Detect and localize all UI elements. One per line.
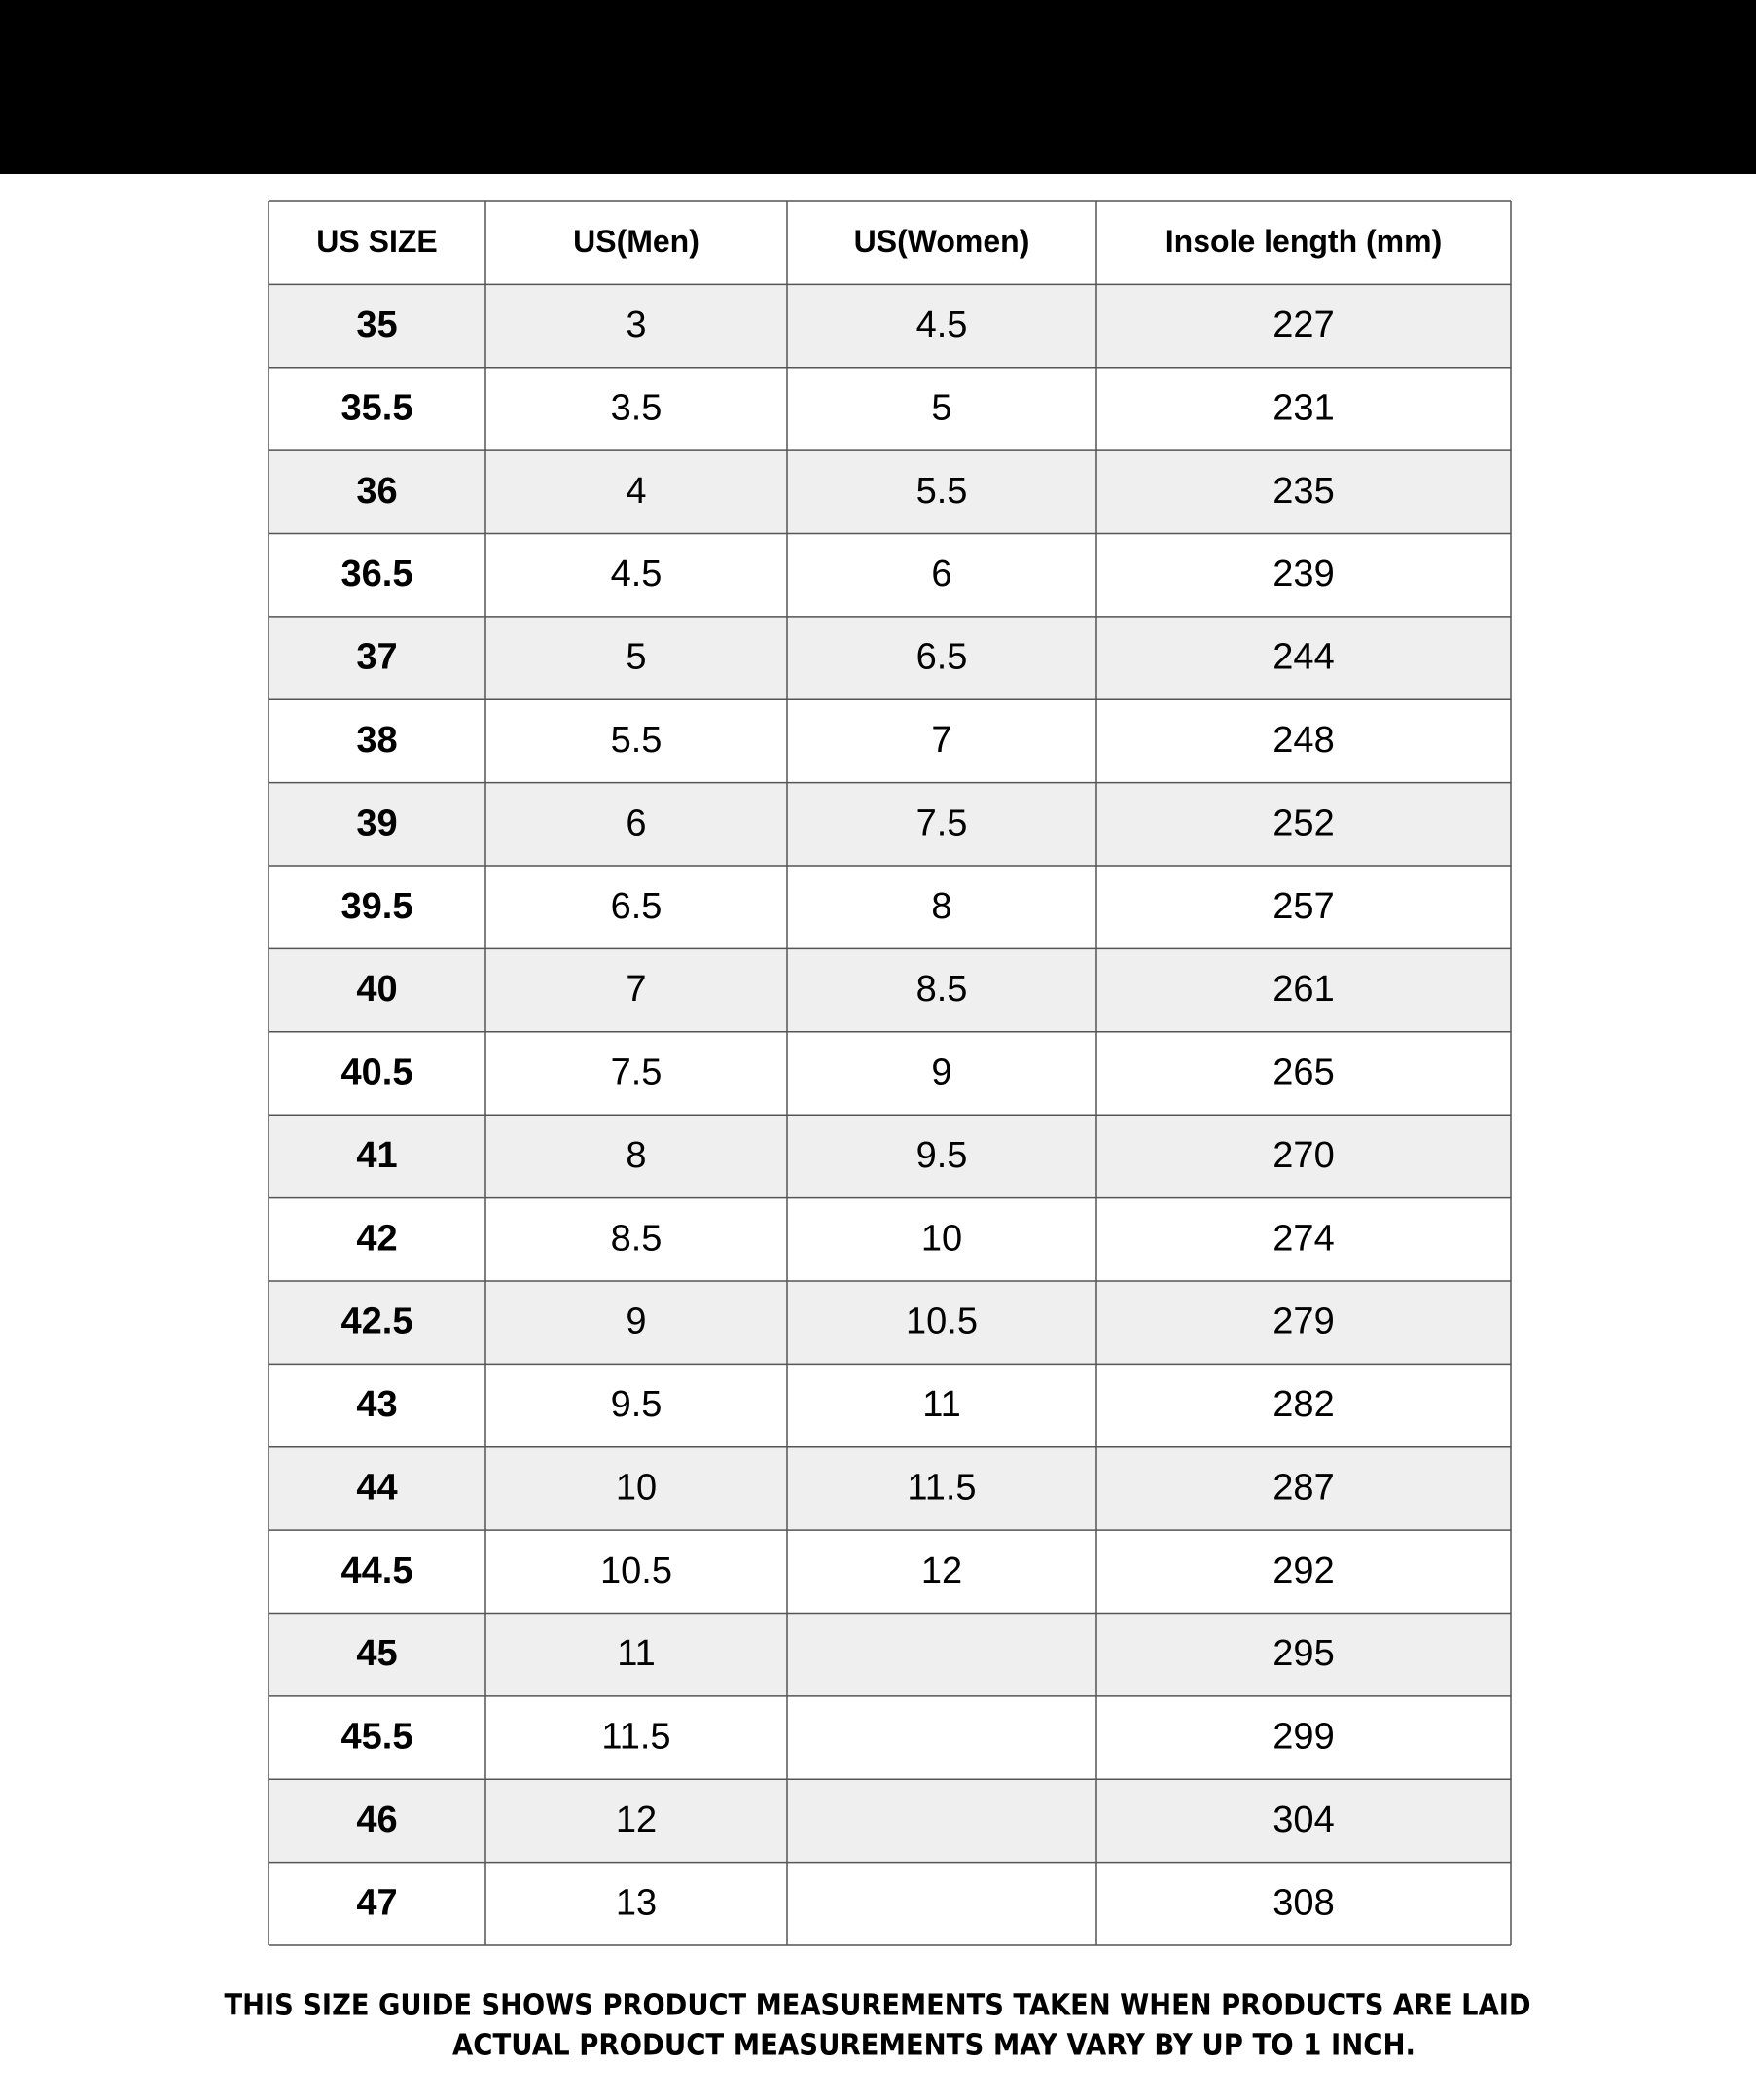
table-cell: 265 (1272, 1052, 1334, 1093)
table-cell: 11 (617, 1633, 655, 1674)
table-cell: 6.5 (611, 886, 663, 927)
header-cell: Insole length (mm) (1165, 224, 1442, 259)
table-cell: 36 (356, 471, 397, 512)
table-cell: 37 (356, 637, 397, 678)
table-cell: 282 (1272, 1384, 1334, 1425)
table-cell: 8.5 (611, 1218, 663, 1259)
table-cell: 5 (626, 637, 646, 678)
table-cell: 244 (1272, 637, 1334, 678)
table-cell: 40 (356, 969, 397, 1010)
table-cell: 39.5 (341, 886, 413, 927)
table-cell: 47 (356, 1882, 397, 1923)
row-shade (269, 616, 1511, 700)
table-cell: 12 (616, 1799, 657, 1840)
table-cell: 279 (1272, 1301, 1334, 1342)
table-cell: 13 (616, 1882, 657, 1923)
table-cell: 11 (922, 1384, 960, 1425)
table-cell: 12 (921, 1550, 962, 1591)
table-cell: 7 (931, 720, 951, 761)
table-cell: 10.5 (906, 1301, 978, 1342)
table-cell: 9.5 (916, 1135, 968, 1176)
table-cell: 299 (1272, 1717, 1334, 1758)
table-cell: 6 (931, 553, 951, 594)
table-cell: 11.5 (601, 1717, 670, 1758)
table-cell: 270 (1272, 1135, 1334, 1176)
top-band (0, 0, 1756, 174)
row-shade (269, 948, 1511, 1032)
table-cell: 42.5 (341, 1301, 413, 1342)
table-cell: 9 (931, 1052, 951, 1093)
table-cell: 4 (626, 471, 646, 512)
table-cell: 257 (1272, 886, 1334, 927)
table-cell: 45 (356, 1633, 397, 1674)
table-cell: 35 (356, 304, 397, 345)
table-cell: 8 (626, 1135, 646, 1176)
table-cell: 7 (626, 969, 646, 1010)
table-cell: 295 (1272, 1633, 1334, 1674)
table-cell: 5.5 (916, 471, 968, 512)
table-cell: 274 (1272, 1218, 1334, 1259)
table-cell: 6 (626, 802, 646, 843)
table-cell: 6.5 (916, 637, 968, 678)
table-cell: 38 (356, 720, 397, 761)
table-cell: 36.5 (341, 553, 413, 594)
table-cell: 235 (1272, 471, 1334, 512)
table-cell: 248 (1272, 720, 1334, 761)
table-cell: 4.5 (611, 553, 663, 594)
table-cell: 40.5 (341, 1052, 413, 1093)
table-cell: 227 (1272, 304, 1334, 345)
table-cell: 8 (931, 886, 951, 927)
table-cell: 304 (1272, 1799, 1334, 1840)
table-cell: 252 (1272, 802, 1334, 843)
table-cell: 41 (356, 1135, 397, 1176)
table-cell: 7.5 (611, 1052, 663, 1093)
table-cell: 44.5 (341, 1550, 413, 1591)
table-cell: 292 (1272, 1550, 1334, 1591)
row-shade (269, 284, 1511, 368)
header-cell: US(Men) (573, 224, 699, 259)
table-cell: 43 (356, 1384, 397, 1425)
table-cell: 9 (626, 1301, 646, 1342)
table-cell: 261 (1272, 969, 1334, 1010)
row-shade (269, 782, 1511, 867)
header-cell: US SIZE (316, 224, 437, 259)
table-cell: 39 (356, 802, 397, 843)
table-cell: 44 (356, 1467, 397, 1508)
table-cell: 11.5 (907, 1467, 976, 1508)
footer-line: THIS SIZE GUIDE SHOWS PRODUCT MEASUREMEN… (225, 1989, 1531, 2023)
row-shade (269, 450, 1511, 534)
header-cell: US(Women) (854, 224, 1030, 259)
table-cell: 4.5 (916, 304, 968, 345)
table-cell: 239 (1272, 553, 1334, 594)
table-cell: 10 (616, 1467, 657, 1508)
table-cell: 10 (921, 1218, 962, 1259)
table-cell: 35.5 (341, 387, 413, 428)
row-shade (269, 1115, 1511, 1198)
footer-line: ACTUAL PRODUCT MEASUREMENTS MAY VARY BY … (452, 2029, 1416, 2063)
row-shade (269, 1446, 1511, 1531)
row-shade (269, 1613, 1511, 1696)
table-cell: 46 (356, 1799, 397, 1840)
row-shade (269, 1280, 1511, 1365)
table-cell: 10.5 (600, 1550, 672, 1591)
table-cell: 7.5 (916, 802, 968, 843)
table-cell: 8.5 (916, 969, 968, 1010)
table-cell: 9.5 (611, 1384, 663, 1425)
table-cell: 287 (1272, 1467, 1334, 1508)
table-cell: 3.5 (611, 387, 663, 428)
table-cell: 308 (1272, 1882, 1334, 1923)
table-cell: 5 (931, 387, 951, 428)
table-cell: 42 (356, 1218, 397, 1259)
table-cell: 5.5 (611, 720, 663, 761)
row-shade (269, 1779, 1511, 1863)
table-cell: 45.5 (341, 1717, 413, 1758)
table-cell: 3 (626, 304, 646, 345)
table-cell: 231 (1272, 387, 1334, 428)
